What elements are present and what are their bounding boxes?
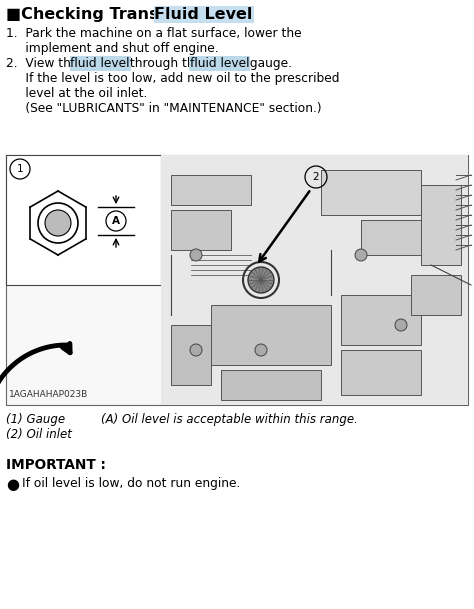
- Text: (1) Gauge: (1) Gauge: [6, 413, 65, 426]
- Bar: [321, 170, 421, 215]
- Text: 2: 2: [313, 172, 319, 182]
- Bar: [221, 370, 321, 400]
- Text: through the: through the: [126, 57, 206, 70]
- Text: 1.  Park the machine on a flat surface, lower the: 1. Park the machine on a flat surface, l…: [6, 27, 301, 40]
- Text: (A) Oil level is acceptable within this range.: (A) Oil level is acceptable within this …: [101, 413, 358, 426]
- Bar: [171, 175, 251, 205]
- Bar: [171, 325, 211, 385]
- Text: implement and shut off engine.: implement and shut off engine.: [6, 42, 219, 55]
- Text: fluid level: fluid level: [70, 57, 130, 70]
- Bar: [341, 350, 421, 395]
- Circle shape: [395, 319, 407, 331]
- Bar: [161, 155, 468, 405]
- Bar: [6, 155, 161, 285]
- Text: 2.  View the: 2. View the: [6, 57, 82, 70]
- Text: ■Checking Transmission: ■Checking Transmission: [6, 7, 233, 22]
- Circle shape: [355, 249, 367, 261]
- Bar: [6, 155, 468, 405]
- Circle shape: [248, 267, 274, 293]
- Text: fluid level: fluid level: [190, 57, 250, 70]
- Circle shape: [190, 344, 202, 356]
- Text: If the level is too low, add new oil to the prescribed: If the level is too low, add new oil to …: [6, 72, 339, 85]
- Text: If oil level is low, do not run engine.: If oil level is low, do not run engine.: [22, 477, 240, 490]
- Bar: [361, 220, 431, 255]
- Circle shape: [45, 210, 71, 236]
- Text: (See "LUBRICANTS" in "MAINTENANCE" section.): (See "LUBRICANTS" in "MAINTENANCE" secti…: [6, 102, 322, 115]
- Text: A: A: [112, 216, 120, 226]
- Circle shape: [255, 344, 267, 356]
- Text: 1: 1: [17, 164, 23, 174]
- Bar: [341, 295, 421, 345]
- Text: IMPORTANT :: IMPORTANT :: [6, 458, 106, 472]
- Bar: [421, 185, 461, 265]
- Text: ●: ●: [6, 477, 19, 492]
- Bar: [211, 305, 331, 365]
- Bar: [171, 210, 231, 250]
- Circle shape: [190, 249, 202, 261]
- Text: Fluid Level: Fluid Level: [155, 7, 253, 22]
- Text: 1AGAHAHAP023B: 1AGAHAHAP023B: [9, 390, 88, 399]
- Text: level at the oil inlet.: level at the oil inlet.: [6, 87, 147, 100]
- Text: gauge.: gauge.: [246, 57, 292, 70]
- Text: (2) Oil inlet: (2) Oil inlet: [6, 428, 72, 441]
- Bar: [411, 275, 461, 315]
